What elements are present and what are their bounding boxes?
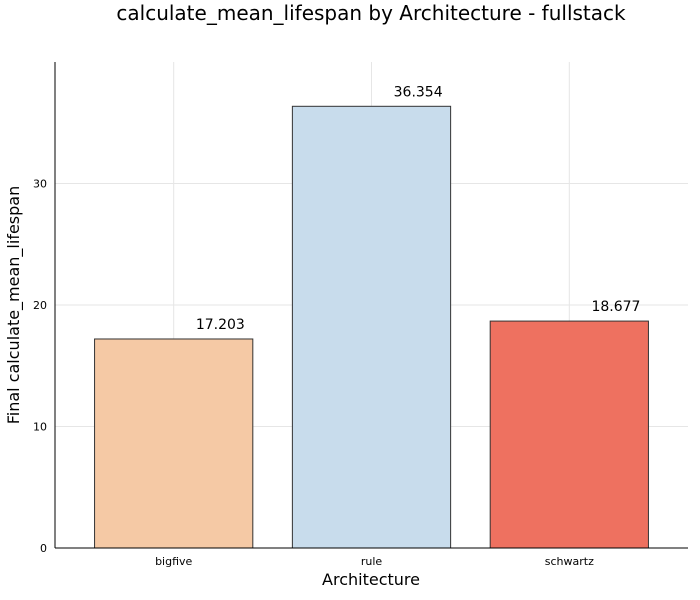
bar-bigfive [94, 338, 254, 549]
data-labels: 17.203 36.354 18.677 [196, 84, 641, 333]
data-label-rule: 36.354 [394, 84, 443, 100]
bars [94, 105, 649, 549]
data-label-schwartz: 18.677 [591, 299, 640, 315]
x-tick-label: bigfive [155, 555, 192, 568]
x-tick-label: rule [361, 555, 383, 568]
y-tick-label: 20 [33, 299, 47, 312]
chart-title: calculate_mean_lifespan by Architecture … [116, 1, 626, 25]
y-axis-label: Final calculate_mean_lifespan [4, 186, 24, 425]
x-axis-label: Architecture [322, 570, 420, 589]
axes [54, 62, 688, 549]
y-tick-label: 0 [40, 542, 47, 555]
tick-labels: 0 10 20 30 bigfive rule schwartz [33, 178, 594, 569]
y-tick-label: 30 [33, 178, 47, 191]
y-tick-label: 10 [33, 421, 47, 434]
data-label-bigfive: 17.203 [196, 317, 245, 333]
x-tick-label: schwartz [545, 555, 594, 568]
bar-rule [291, 105, 452, 549]
bar-schwartz [489, 320, 649, 549]
